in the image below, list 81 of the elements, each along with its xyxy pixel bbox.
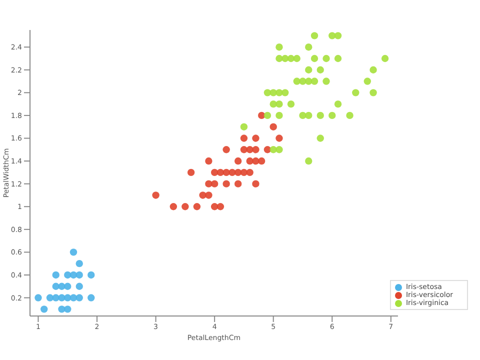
point <box>334 32 342 40</box>
point <box>246 168 254 176</box>
point <box>270 123 277 130</box>
point <box>222 180 230 188</box>
point <box>34 294 42 302</box>
point <box>76 282 83 290</box>
point <box>287 54 295 62</box>
point <box>76 271 83 279</box>
point <box>276 134 283 142</box>
point <box>88 294 95 302</box>
point <box>293 54 300 62</box>
point <box>322 54 330 62</box>
point <box>46 294 54 302</box>
point <box>322 78 330 85</box>
point <box>310 78 318 85</box>
point <box>52 271 60 279</box>
point <box>334 100 342 108</box>
point <box>305 112 312 120</box>
point <box>216 168 224 176</box>
point <box>240 168 248 176</box>
point <box>252 134 260 142</box>
point <box>205 157 212 165</box>
point <box>305 43 312 51</box>
point <box>310 54 318 62</box>
point <box>282 89 289 96</box>
point <box>193 203 201 210</box>
point <box>258 157 266 165</box>
point <box>328 112 336 120</box>
point <box>287 100 295 108</box>
point <box>64 306 72 313</box>
point <box>40 306 48 313</box>
point <box>276 146 283 154</box>
point <box>252 180 260 188</box>
point <box>305 66 312 74</box>
point <box>370 66 377 74</box>
point <box>187 168 195 176</box>
point <box>381 54 389 62</box>
point <box>258 112 266 120</box>
point <box>334 54 342 62</box>
point <box>152 192 160 199</box>
point <box>240 146 248 154</box>
point <box>364 78 372 85</box>
point <box>222 146 230 154</box>
point <box>316 112 324 120</box>
point <box>252 146 260 154</box>
point <box>240 134 248 142</box>
point <box>76 294 83 302</box>
point <box>70 248 78 256</box>
point <box>52 282 60 290</box>
point <box>264 112 272 120</box>
point <box>352 89 360 96</box>
point <box>88 271 95 279</box>
point <box>170 203 178 210</box>
point <box>305 157 312 165</box>
point <box>276 112 283 120</box>
point <box>182 203 189 210</box>
point <box>346 112 354 120</box>
point <box>205 192 212 199</box>
point <box>316 66 324 74</box>
point <box>70 271 78 279</box>
point <box>234 180 242 188</box>
point <box>264 146 272 154</box>
point <box>316 134 324 142</box>
point <box>64 282 72 290</box>
point <box>210 180 218 188</box>
point <box>210 203 218 210</box>
point <box>264 89 272 96</box>
point <box>76 260 83 268</box>
point <box>52 294 60 302</box>
point <box>293 78 300 85</box>
point <box>276 43 283 51</box>
point <box>234 168 242 176</box>
point <box>240 123 248 130</box>
point <box>276 100 283 108</box>
point <box>370 89 377 96</box>
point <box>70 294 78 302</box>
point <box>210 168 218 176</box>
point <box>234 157 242 165</box>
point <box>270 100 277 108</box>
point <box>310 32 318 40</box>
point <box>216 203 224 210</box>
